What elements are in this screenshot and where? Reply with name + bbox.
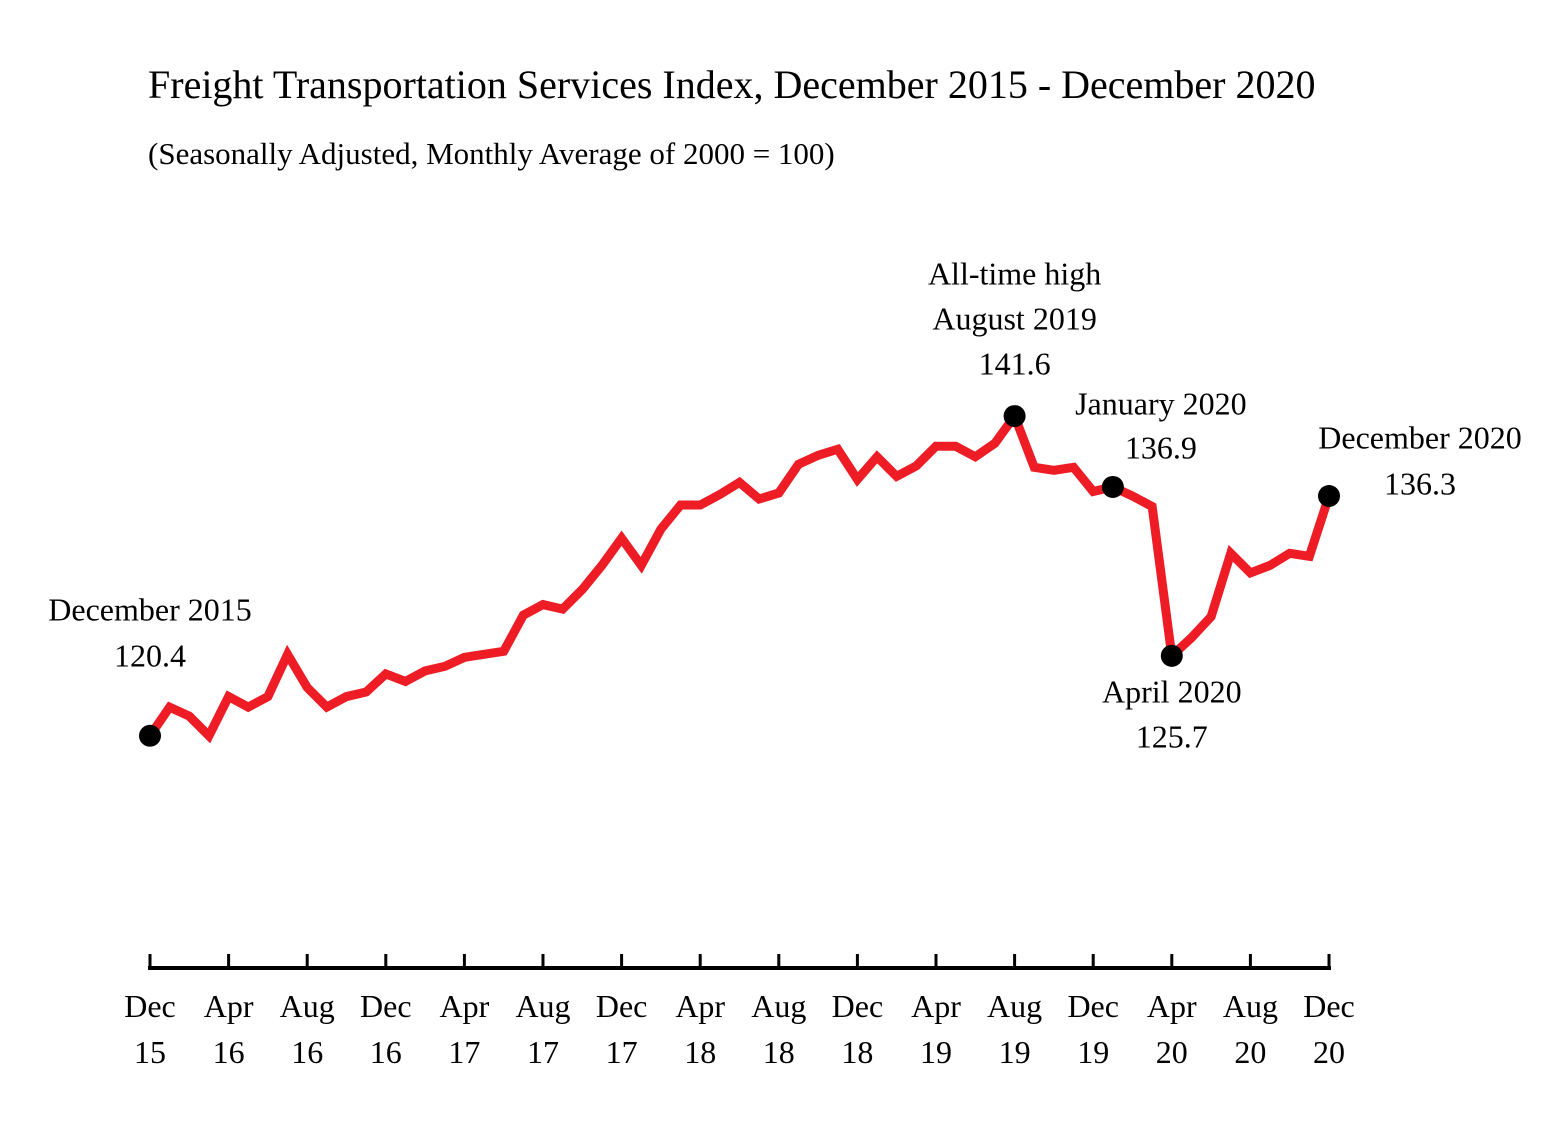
point-marker — [1160, 644, 1183, 667]
data-label: 125.7 — [1136, 718, 1208, 754]
x-tick-label: Dec 18 — [832, 988, 884, 1070]
annotation: All-time high — [928, 255, 1101, 291]
x-tick-label: Aug 17 — [515, 988, 570, 1070]
x-tick-label: Dec 19 — [1067, 988, 1119, 1070]
x-tick-label: Apr 16 — [204, 988, 254, 1070]
x-tick-label: Dec 16 — [360, 988, 412, 1070]
data-label: 141.6 — [979, 345, 1051, 381]
point-marker — [1003, 405, 1026, 428]
chart-title: Freight Transportation Services Index, D… — [148, 62, 1315, 107]
point-marker — [1101, 475, 1124, 498]
data-label: 120.4 — [114, 637, 186, 673]
annotation: December 2015 — [48, 591, 251, 627]
data-line — [146, 406, 1334, 744]
annotation: December 2020 — [1318, 419, 1521, 455]
x-tick-label: Aug 16 — [280, 988, 335, 1070]
data-label: 136.3 — [1384, 465, 1456, 501]
x-tick-label: Aug 18 — [751, 988, 806, 1070]
x-tick-label: Apr 17 — [440, 988, 490, 1070]
x-tick-label: Dec 17 — [596, 988, 648, 1070]
annotation: January 2020 — [1075, 385, 1247, 421]
x-tick-label: Apr 18 — [675, 988, 725, 1070]
x-tick-label: Dec 15 — [124, 988, 176, 1070]
point-marker — [139, 724, 161, 747]
annotation: April 2020 — [1102, 673, 1242, 709]
point-marker — [1318, 484, 1340, 507]
data-label: 136.9 — [1125, 429, 1197, 465]
x-tick-label: Aug 20 — [1223, 988, 1278, 1070]
x-tick-label: Aug 19 — [987, 988, 1042, 1070]
chart-subtitle: (Seasonally Adjusted, Monthly Average of… — [148, 136, 835, 171]
x-tick-label: Apr 20 — [1147, 988, 1197, 1070]
x-tick-label: Dec 20 — [1303, 988, 1355, 1070]
annotation: August 2019 — [932, 300, 1096, 336]
x-tick-label: Apr 19 — [911, 988, 961, 1070]
